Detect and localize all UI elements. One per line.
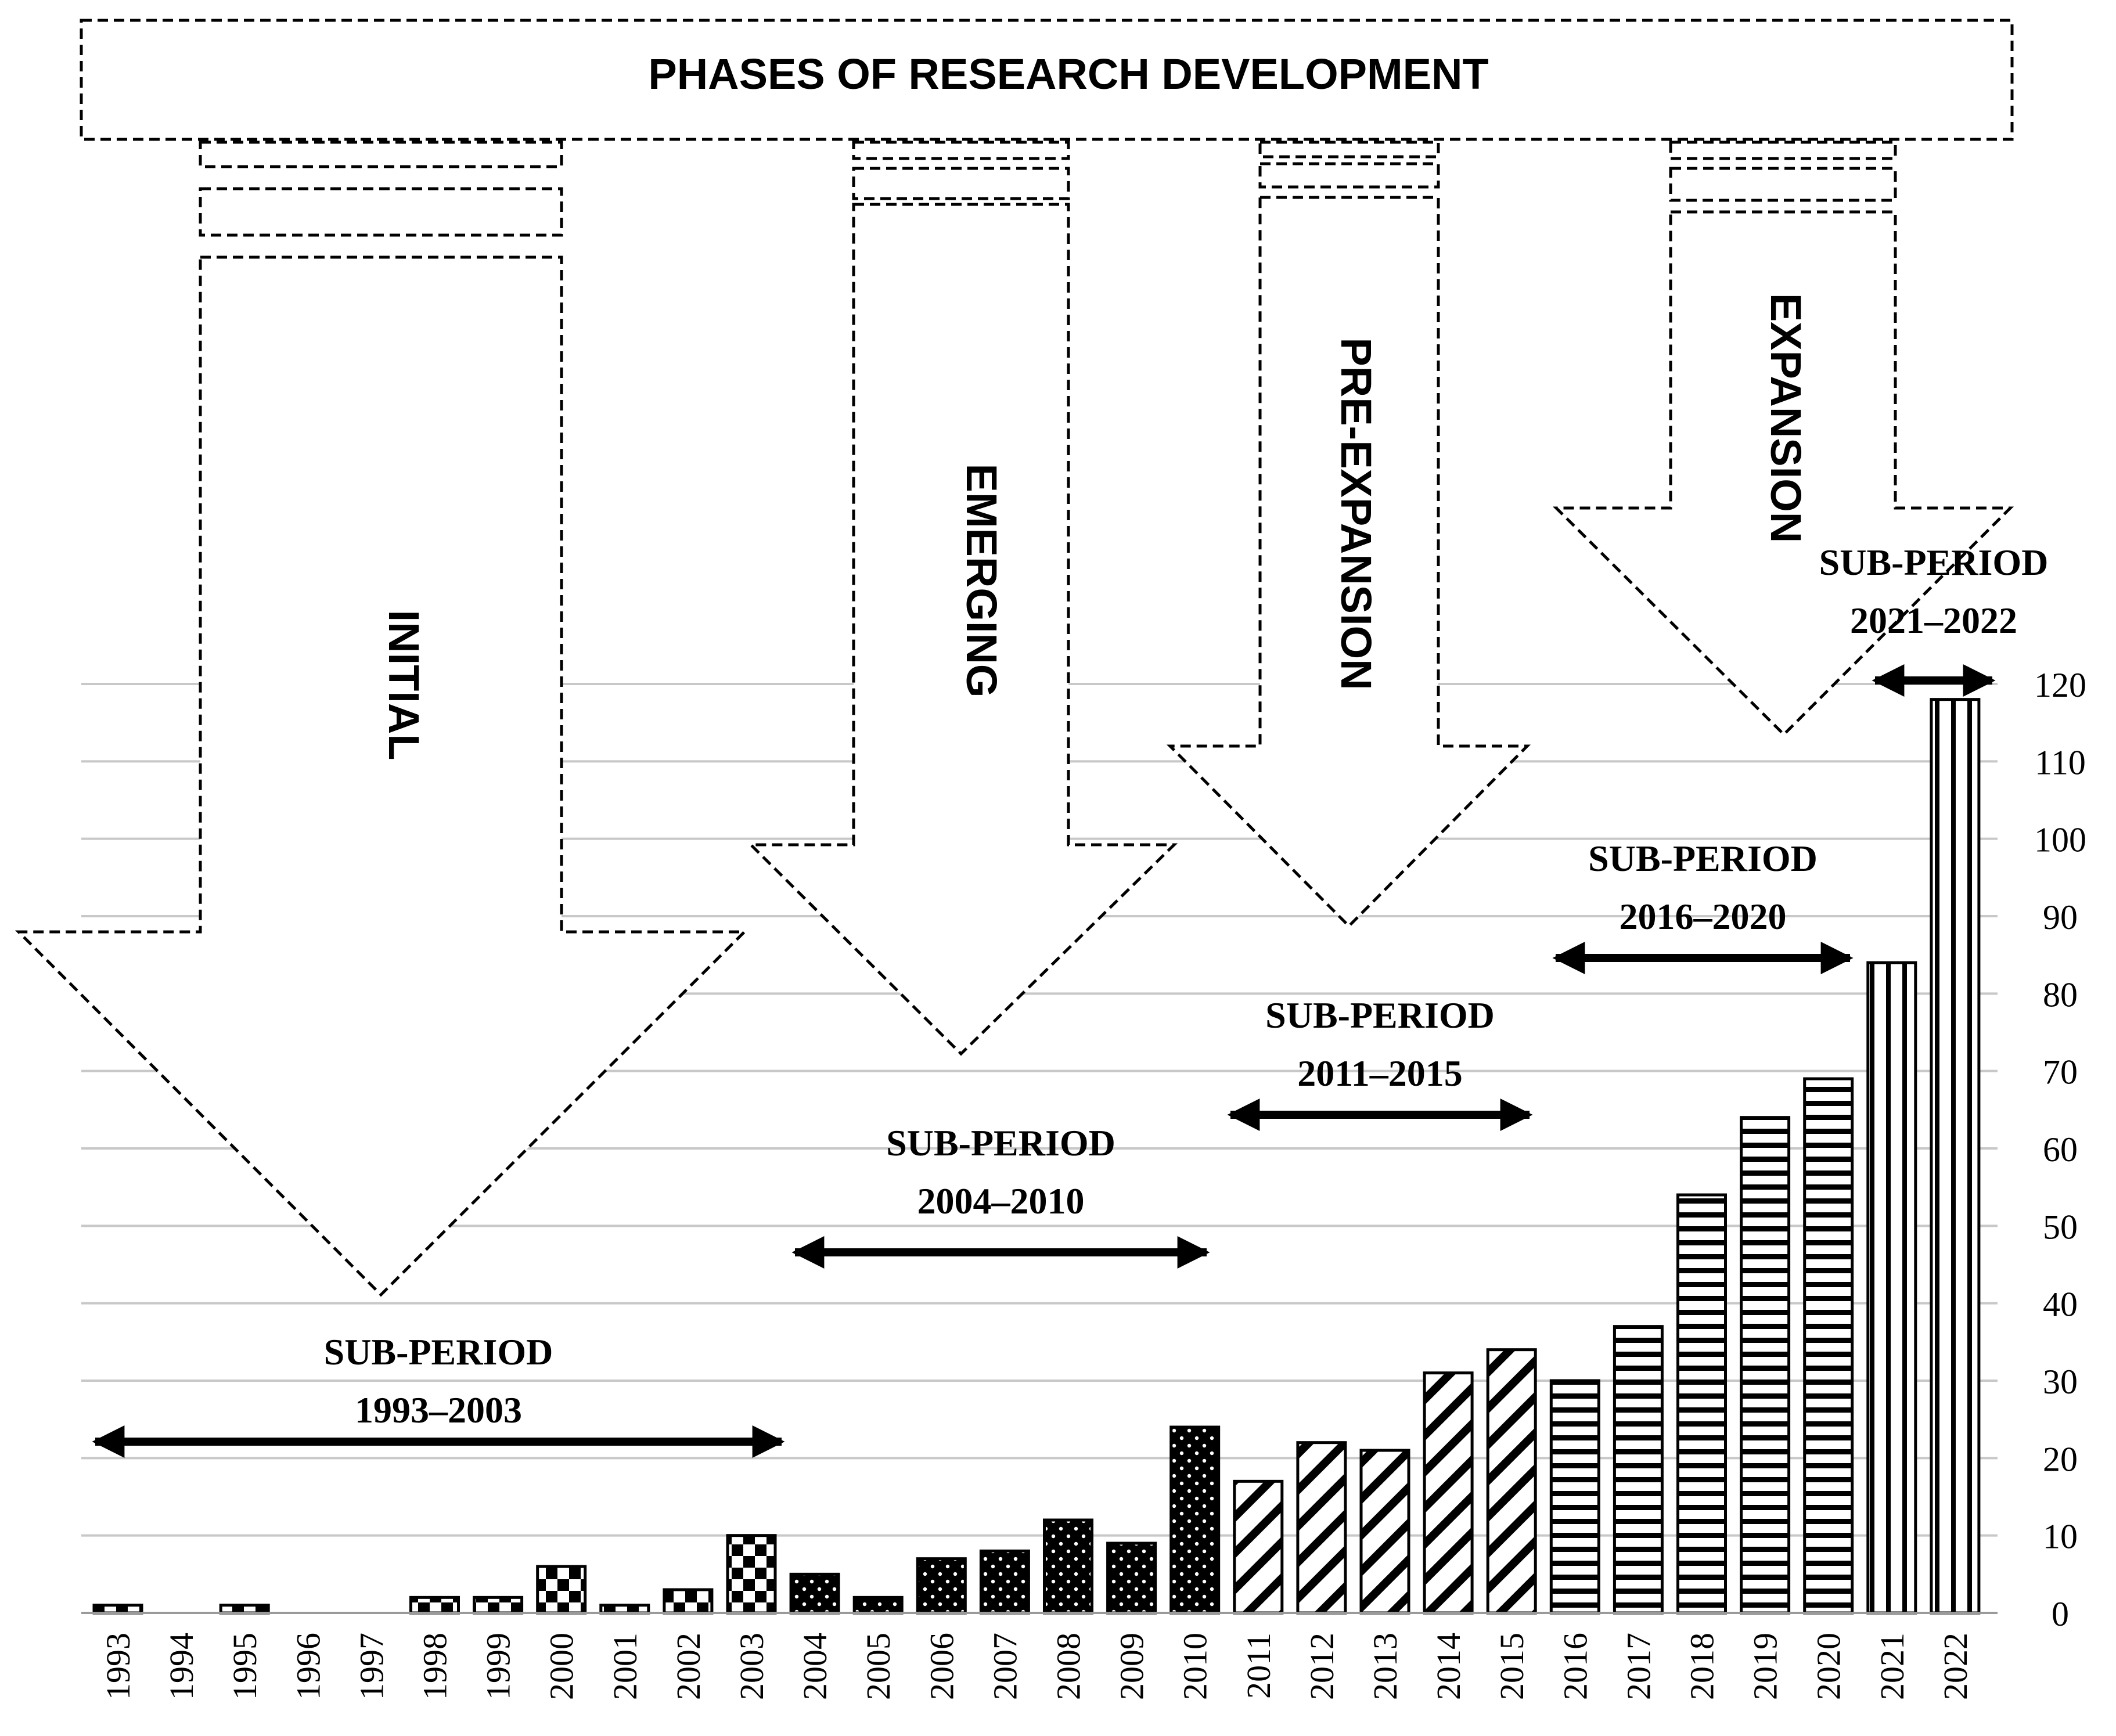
x-tick-label: 2005: [859, 1633, 897, 1700]
bar-2020: [1803, 1077, 1854, 1615]
x-tick-label: 2020: [1810, 1633, 1848, 1700]
x-tick-label: 2016: [1556, 1633, 1594, 1700]
x-tick-label: 2007: [986, 1633, 1024, 1700]
y-tick-label: 40: [2043, 1285, 2078, 1324]
y-tick-label: 110: [2035, 743, 2086, 781]
x-tick-label: 2004: [796, 1633, 834, 1700]
x-tick-label: 2022: [1937, 1633, 1974, 1700]
bar-2012: [1296, 1441, 1347, 1615]
phase-label-expansion: EXPANSION: [1762, 293, 1810, 543]
x-tick-label: 1999: [480, 1633, 517, 1700]
expansion-phase-arrow: [1552, 141, 2014, 737]
sub-period-label: SUB-PERIOD: [324, 1331, 553, 1373]
y-tick-label: 30: [2043, 1363, 2078, 1401]
y-tick-label: 80: [2043, 975, 2078, 1014]
bar-2007: [979, 1549, 1030, 1615]
bar-2019: [1740, 1116, 1791, 1615]
emerging-phase-arrow: [747, 141, 1178, 1056]
sub-period-range: 2016–2020: [1620, 896, 1787, 937]
x-tick-label: 2001: [606, 1633, 644, 1700]
bar-2017: [1613, 1325, 1664, 1615]
chart-title: PHASES OF RESEARCH DEVELOPMENT: [648, 50, 1488, 98]
bar-2002: [663, 1588, 714, 1615]
sub-period-range: 2004–2010: [917, 1180, 1085, 1222]
x-tick-label: 2013: [1366, 1633, 1404, 1700]
sub-period-label: SUB-PERIOD: [886, 1122, 1115, 1164]
x-tick-label: 2017: [1620, 1633, 1657, 1700]
sub-period-range: 2011–2015: [1297, 1053, 1462, 1094]
x-tick-label: 2006: [923, 1633, 960, 1700]
sub-period-range: 2021–2022: [1850, 600, 2017, 641]
sub-period-label: SUB-PERIOD: [1819, 542, 2049, 583]
x-tick-label: 1995: [226, 1633, 264, 1700]
y-tick-label: 20: [2043, 1440, 2078, 1478]
bar-1999: [473, 1595, 524, 1615]
sub-period-range: 1993–2003: [355, 1389, 522, 1431]
phase-label-initial: INITIAL: [380, 610, 428, 761]
x-tick-label: 2021: [1873, 1633, 1911, 1700]
y-tick-label: 0: [2052, 1595, 2069, 1633]
bar-2004: [789, 1572, 840, 1615]
bar-2021: [1866, 961, 1917, 1615]
bar-2016: [1549, 1379, 1600, 1615]
pre-expansion-phase-arrow: [1166, 141, 1531, 928]
x-tick-label: 2009: [1113, 1633, 1151, 1700]
bar-2009: [1106, 1541, 1157, 1615]
bar-2008: [1043, 1518, 1093, 1615]
title-banner: [80, 19, 2014, 141]
initial-phase-arrow: [15, 141, 748, 1297]
bar-2003: [726, 1534, 777, 1615]
bar-2000: [536, 1565, 587, 1615]
phase-label-pre-expansion: PRE-EXPANSION: [1332, 337, 1380, 690]
x-tick-label: 1994: [163, 1633, 200, 1700]
x-tick-label: 1996: [289, 1633, 327, 1700]
y-tick-label: 50: [2043, 1208, 2078, 1246]
x-tick-label: 2018: [1683, 1633, 1721, 1700]
sub-period-label: SUB-PERIOD: [1265, 995, 1495, 1036]
bar-2006: [916, 1557, 967, 1615]
bar-2010: [1169, 1425, 1221, 1615]
y-tick-label: 60: [2043, 1130, 2078, 1169]
x-tick-label: 2008: [1050, 1633, 1088, 1700]
bar-2018: [1676, 1193, 1727, 1615]
y-tick-label: 10: [2043, 1518, 2078, 1556]
x-tick-label: 2003: [733, 1633, 771, 1700]
x-tick-label: 2014: [1430, 1633, 1467, 1700]
x-tick-label: 2019: [1747, 1633, 1784, 1700]
x-tick-label: 2012: [1303, 1633, 1341, 1700]
sub-period-label: SUB-PERIOD: [1588, 838, 1818, 879]
x-tick-label: 1997: [352, 1633, 390, 1700]
x-tick-label: 1993: [99, 1633, 137, 1700]
x-tick-label: 1998: [416, 1633, 454, 1700]
y-axis-ticks: 0 10 20 30 40 50 60 70 80 90 100 110 120: [2034, 666, 2086, 1633]
x-tick-label: 2011: [1240, 1633, 1277, 1699]
x-tick-label: 2002: [670, 1633, 707, 1700]
bar-1998: [409, 1595, 460, 1615]
y-tick-label: 100: [2034, 821, 2086, 859]
bar-2013: [1359, 1449, 1410, 1615]
x-tick-label: 2010: [1176, 1633, 1214, 1700]
y-tick-label: 90: [2043, 898, 2078, 937]
x-tick-label: 2000: [543, 1633, 581, 1700]
phase-label-emerging: EMERGING: [958, 464, 1006, 698]
y-tick-label: 70: [2043, 1053, 2078, 1092]
x-axis-ticks: 1993 1994 1995 1996 1997 1998 1999 2000 2001 2002…: [99, 1633, 1974, 1700]
bars: [81, 698, 1998, 1615]
bar-2011: [1233, 1479, 1284, 1615]
x-tick-label: 2015: [1493, 1633, 1531, 1700]
phase-arrows: [15, 19, 2014, 1297]
bar-2014: [1423, 1371, 1474, 1615]
y-tick-label: 120: [2034, 666, 2086, 704]
bar-2005: [852, 1595, 904, 1615]
bar-2015: [1486, 1348, 1537, 1615]
bar-2022: [1930, 698, 1981, 1615]
sub-periods: SUB-PERIOD 1993–2003 SUB-PERIOD 2004–2010 SU…: [92, 542, 2049, 1458]
